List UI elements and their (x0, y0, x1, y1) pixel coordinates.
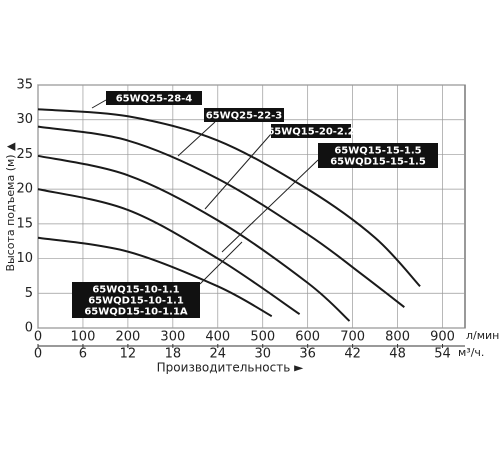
y-tick-label: 10 (16, 251, 33, 266)
x-tick-label: 900 (430, 330, 455, 345)
curve (37, 108, 421, 288)
leader-line (199, 241, 243, 285)
y-tick-label: 5 (25, 286, 33, 301)
x-tick-label: 300 (160, 330, 185, 345)
leader-line (221, 159, 319, 253)
x-tick-label: 400 (205, 330, 230, 345)
curve (37, 188, 301, 315)
leader-line (177, 121, 216, 157)
curve-label: 65WQ25-28-4 (116, 94, 193, 105)
x-unit: л/мин. (466, 329, 500, 342)
y-axis-label: Высота подъема (м) ▲ (4, 142, 17, 272)
curve (37, 154, 351, 322)
x-tick-label: 600 (295, 330, 320, 345)
curve-label: 65WQD15-15-1.5 (330, 157, 426, 168)
label-box (204, 108, 284, 122)
leader-line (204, 133, 272, 210)
y-tick-label: 20 (16, 182, 33, 197)
x2-tick-label: 36 (299, 347, 316, 362)
curve (37, 125, 405, 308)
curve-label: 65WQ15-15-1.5 (334, 146, 421, 157)
x2-tick-label: 12 (120, 347, 137, 362)
leader-line (91, 99, 107, 109)
x-tick-label: 700 (340, 330, 365, 345)
y-tick-label: 35 (16, 78, 33, 93)
y-tick-label: 30 (16, 112, 33, 127)
x2-tick-label: 54 (434, 347, 451, 362)
label-box (318, 143, 438, 168)
label-box (72, 282, 200, 318)
label-box (271, 124, 351, 138)
y-tick-label: 0 (25, 321, 33, 336)
x2-tick-label: 0 (34, 347, 42, 362)
x-tick-label: 800 (385, 330, 410, 345)
curve-label: 65WQ15-10-1.1 (92, 285, 179, 296)
x-tick-label: 200 (115, 330, 140, 345)
x-axis-label: Производительность ► (157, 361, 304, 375)
curve-label: 65WQD15-10-1.1 (88, 296, 184, 307)
x2-tick-label: 42 (344, 347, 361, 362)
y-tick-label: 15 (16, 216, 33, 231)
curve (37, 236, 273, 318)
x2-unit: м³/ч. (458, 346, 484, 359)
x2-tick-label: 24 (210, 347, 227, 362)
x-tick-label: 100 (71, 330, 96, 345)
curve-label: 65WQ25-22-3 (206, 111, 283, 122)
y-tick-label: 25 (16, 147, 33, 162)
x2-tick-label: 6 (79, 347, 87, 362)
x2-tick-label: 18 (165, 347, 182, 362)
x2-tick-label: 30 (254, 347, 271, 362)
x2-tick-label: 48 (389, 347, 406, 362)
curve-label: 65WQ15-20-2.2 (267, 127, 354, 138)
curve-label: 65WQD15-10-1.1A (84, 307, 188, 318)
label-box (106, 91, 202, 105)
x-tick-label: 500 (250, 330, 275, 345)
x-tick-label: 0 (34, 330, 42, 345)
